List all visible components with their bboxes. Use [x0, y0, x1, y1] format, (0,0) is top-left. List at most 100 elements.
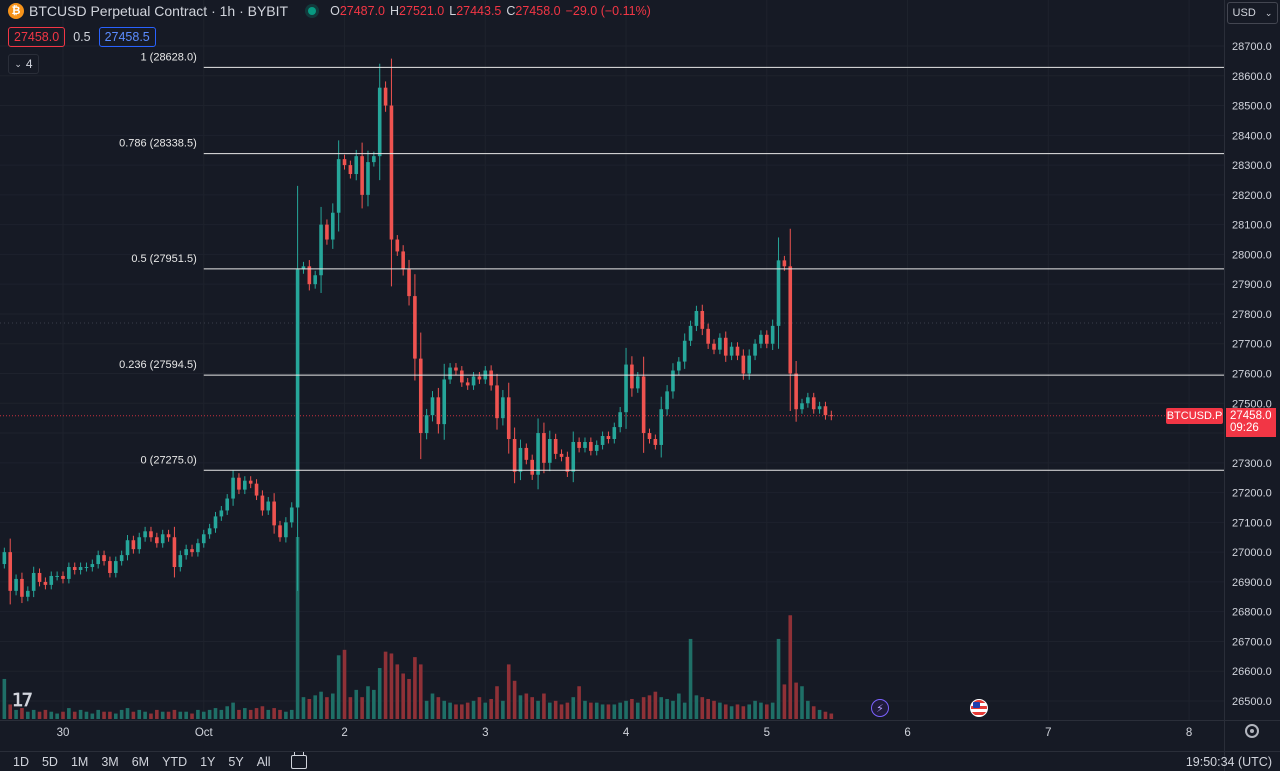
- volume-bar: [677, 693, 681, 719]
- candle-body: [677, 361, 681, 371]
- symbol-title[interactable]: BTCUSD Perpetual Contract · 1h · BYBIT: [29, 3, 289, 19]
- candle-body: [641, 376, 646, 434]
- indicators-toggle-button[interactable]: ⌄ 4: [8, 54, 39, 74]
- volume-bar: [348, 697, 353, 719]
- candle-body: [413, 296, 417, 359]
- range-5y-button[interactable]: 5Y: [228, 754, 244, 769]
- candle-body: [753, 343, 757, 356]
- currency-select[interactable]: USD ⌄: [1227, 2, 1278, 24]
- volume-bar: [307, 698, 312, 719]
- volume-bar: [266, 709, 271, 719]
- fib-level-label: 0.236 (27594.5): [119, 359, 197, 371]
- volume-bar: [735, 704, 740, 719]
- volume-bar: [254, 708, 259, 719]
- range-6m-button[interactable]: 6M: [131, 754, 150, 769]
- lightning-bolt-event-icon[interactable]: ⚡: [871, 699, 889, 717]
- volume-bar: [284, 711, 288, 719]
- volume-bar: [313, 695, 317, 719]
- volume-bar: [178, 711, 183, 719]
- volume-bar: [184, 711, 188, 719]
- price-axis-label: 27800.0: [1232, 309, 1272, 321]
- last-price-value: 27458.0: [1230, 410, 1272, 422]
- candle-body: [589, 441, 593, 451]
- time-axis-label: 3: [482, 727, 488, 739]
- volume-bar: [495, 686, 499, 719]
- volume-bar: [383, 651, 388, 719]
- range-1d-button[interactable]: 1D: [13, 754, 29, 769]
- candle-body: [272, 501, 276, 526]
- buy-price-button[interactable]: 27458.5: [98, 27, 156, 47]
- bottom-toolbar: 1D 5D 1M 3M 6M YTD 1Y 5Y All 19:50:34 (U…: [0, 751, 1280, 771]
- range-5d-button[interactable]: 5D: [41, 754, 58, 769]
- candle-body: [465, 382, 470, 386]
- volume-bar: [553, 700, 558, 719]
- candle-body: [254, 483, 259, 496]
- volume-bar: [712, 700, 716, 719]
- candle-body: [160, 534, 165, 544]
- candle-body: [735, 346, 740, 356]
- candle-body: [219, 510, 224, 517]
- candle-body: [577, 441, 581, 448]
- candle-body: [143, 531, 147, 538]
- us-flag-event-icon[interactable]: [970, 699, 988, 717]
- volume-bar: [237, 709, 241, 719]
- volume-bar: [753, 700, 757, 719]
- volume-bar: [618, 702, 622, 719]
- volume-bar: [231, 702, 235, 719]
- volume-bar: [37, 711, 42, 719]
- range-1y-button[interactable]: 1Y: [200, 754, 216, 769]
- fib-level-label: 1 (28628.0): [140, 51, 196, 63]
- range-1m-button[interactable]: 1M: [70, 754, 89, 769]
- candle-body: [172, 537, 177, 568]
- candle-body: [295, 269, 300, 508]
- volume-bar: [823, 711, 828, 719]
- fib-level-label: 0.5 (27951.5): [131, 253, 196, 265]
- volume-bar: [301, 697, 306, 719]
- price-axis-label: 27900.0: [1232, 279, 1272, 291]
- volume-bar: [671, 700, 675, 719]
- volume-bar: [413, 657, 417, 719]
- candle-body: [817, 406, 822, 410]
- calendar-icon[interactable]: [290, 751, 307, 769]
- candle-body: [96, 555, 100, 565]
- candle-body: [776, 260, 781, 326]
- price-axis-label: 27500.0: [1232, 398, 1272, 410]
- volume-bar: [700, 697, 705, 719]
- utc-clock[interactable]: 19:50:34 (UTC): [1185, 754, 1272, 769]
- price-axis-label: 26900.0: [1232, 577, 1272, 589]
- candle-body: [477, 376, 482, 380]
- volume-bar: [829, 713, 834, 719]
- candle-body: [366, 162, 370, 195]
- candle-body: [149, 531, 153, 538]
- candle-body: [747, 355, 752, 374]
- candle-body: [536, 433, 540, 475]
- candle-body: [454, 367, 458, 371]
- volume-bar: [14, 709, 18, 719]
- volume-bar: [49, 711, 54, 719]
- candle-body: [190, 549, 194, 553]
- candle-body: [559, 453, 564, 457]
- volume-bar: [319, 691, 323, 719]
- sell-price-button[interactable]: 27458.0: [8, 27, 66, 47]
- range-ytd-button[interactable]: YTD: [162, 754, 188, 769]
- volume-bar: [278, 709, 282, 719]
- tradingview-logo-icon[interactable]: 𝟣𝟩: [12, 690, 33, 710]
- gear-icon[interactable]: [1245, 724, 1259, 738]
- candle-body: [131, 540, 136, 550]
- candle-body: [307, 266, 312, 285]
- volume-bar: [624, 700, 628, 719]
- range-all-button[interactable]: All: [256, 754, 271, 769]
- candle-body: [565, 456, 570, 472]
- candle-body: [688, 325, 693, 341]
- range-3m-button[interactable]: 3M: [101, 754, 119, 769]
- bid-ask-panel: 27458.0 0.5 27458.5: [8, 27, 156, 47]
- volume-bar: [747, 704, 752, 719]
- candle-body: [495, 385, 499, 419]
- volume-bar: [372, 689, 376, 719]
- price-axis-label: 27200.0: [1232, 488, 1272, 500]
- candle-body: [37, 572, 42, 582]
- candle-body: [635, 376, 640, 389]
- indicator-count: 4: [25, 57, 33, 71]
- volume-bar: [213, 708, 218, 719]
